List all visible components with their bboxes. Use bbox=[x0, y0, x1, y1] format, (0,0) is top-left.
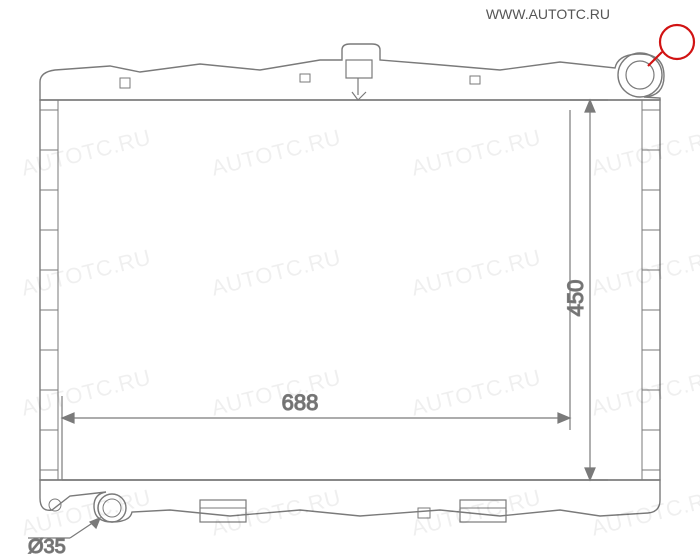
left-side-crimps bbox=[40, 110, 58, 470]
top-tank bbox=[40, 44, 664, 100]
height-dim-value: 450 bbox=[563, 280, 588, 317]
right-side-crimps bbox=[642, 110, 660, 470]
height-dimension: 450 bbox=[62, 100, 608, 480]
red-callout bbox=[648, 25, 694, 66]
source-url: WWW.AUTOTC.RU bbox=[486, 6, 610, 22]
bottom-tank bbox=[40, 480, 660, 522]
radiator-diagram: 688 450 Ø35 bbox=[0, 0, 700, 557]
diameter-value: Ø35 bbox=[28, 536, 66, 557]
radiator-core-inner bbox=[58, 100, 642, 480]
width-dimension: 688 bbox=[62, 110, 570, 480]
diameter-callout: Ø35 bbox=[28, 518, 100, 557]
width-dim-value: 688 bbox=[282, 390, 319, 415]
